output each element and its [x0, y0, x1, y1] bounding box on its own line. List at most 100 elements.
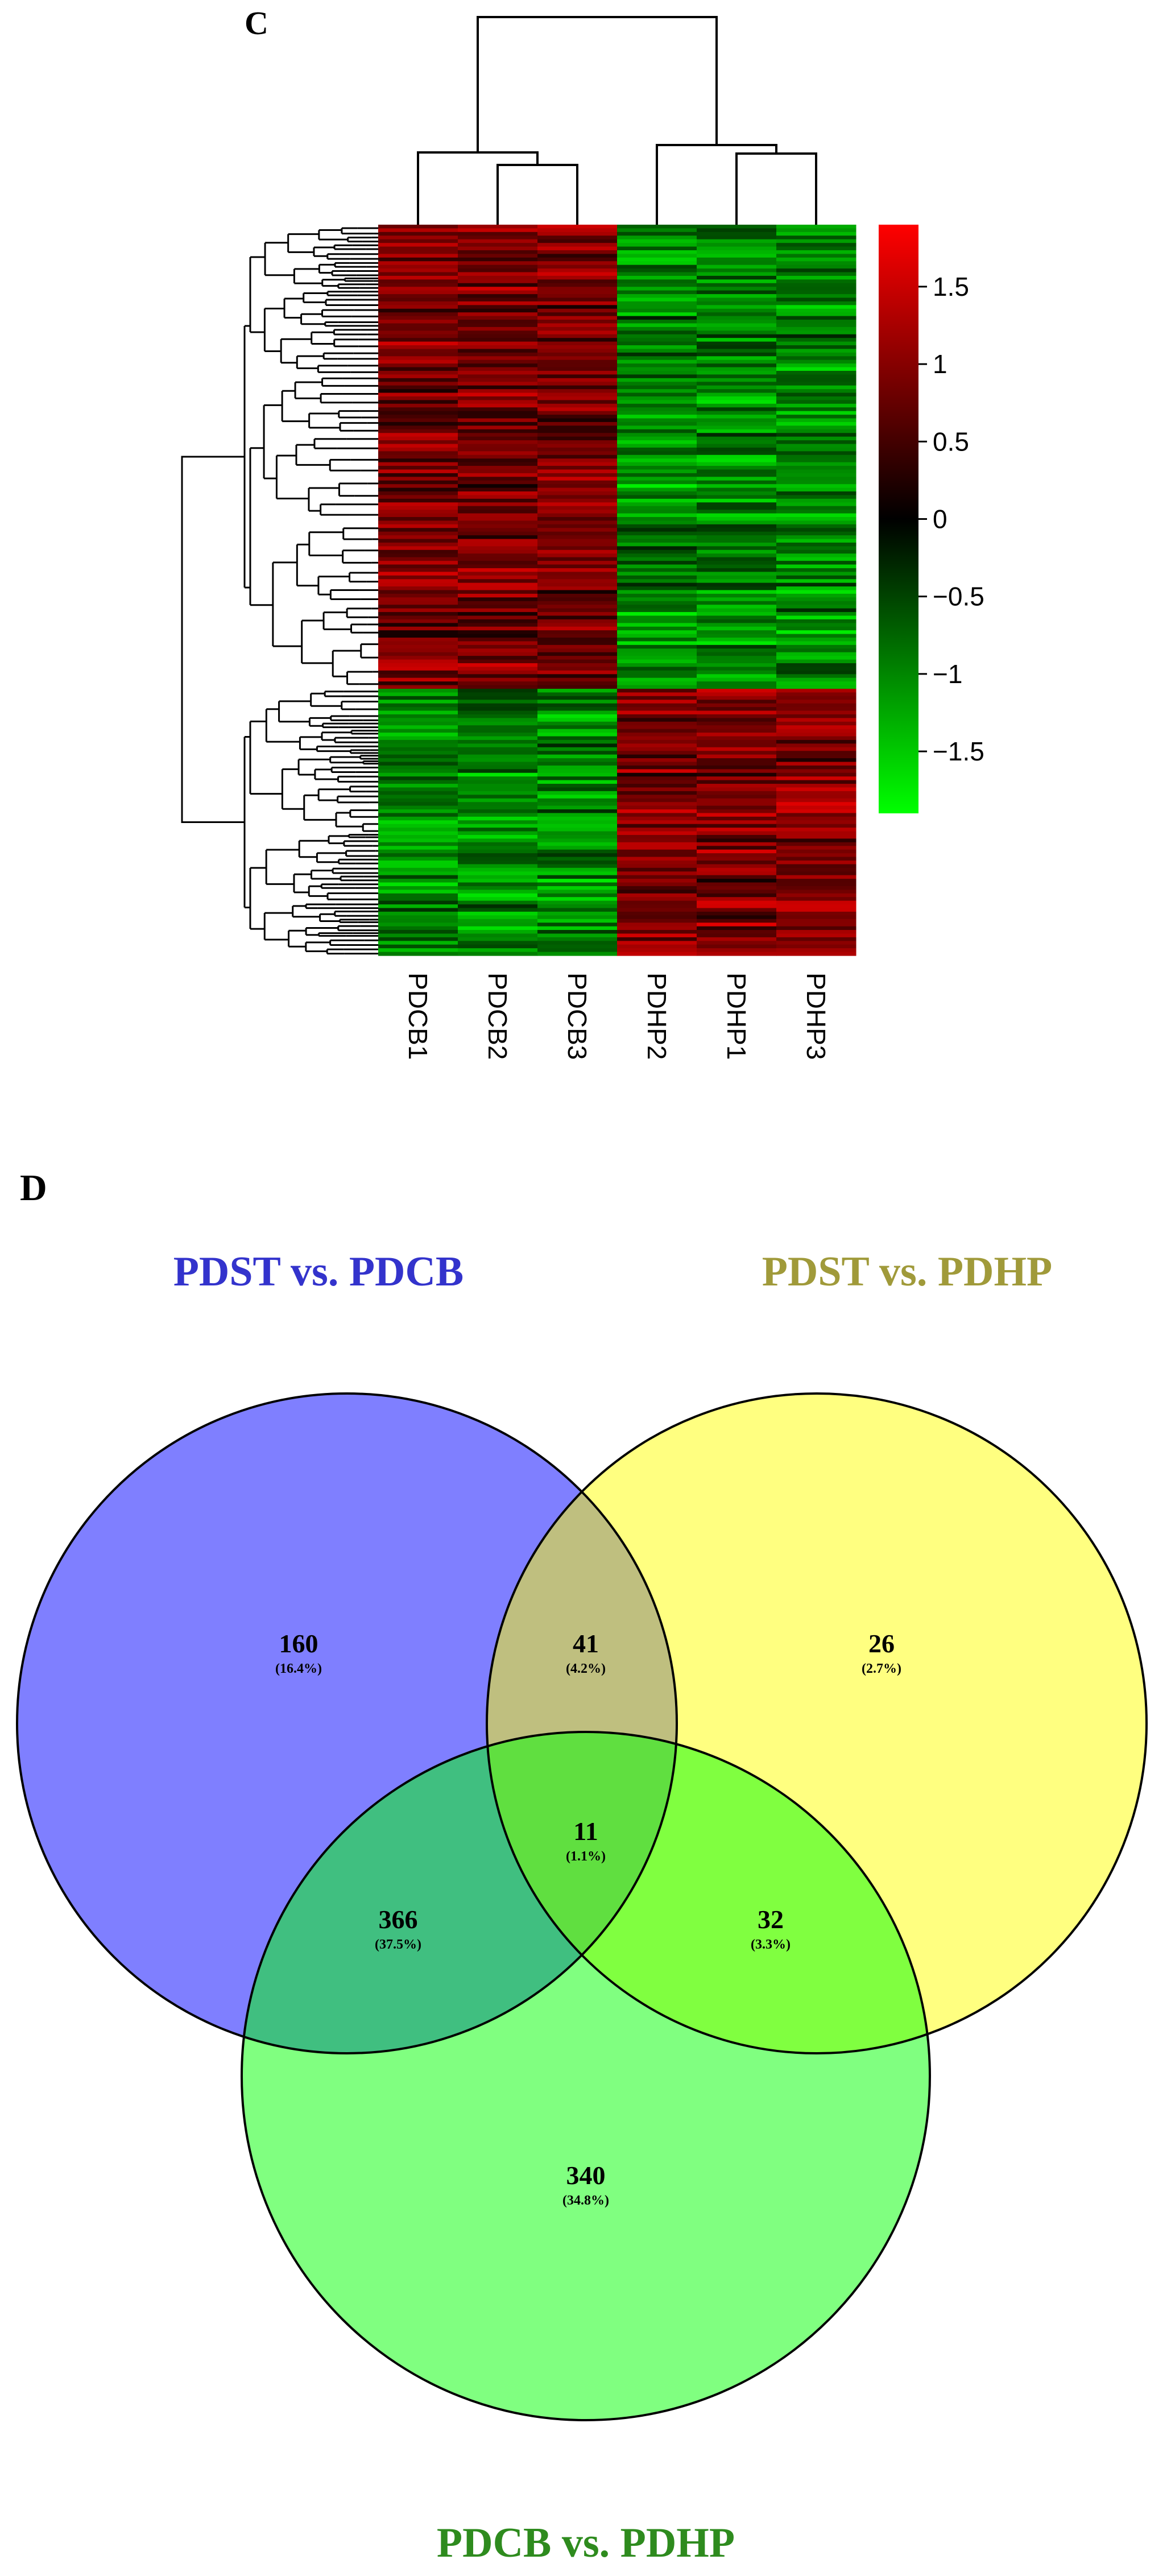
heatmap-cell — [378, 751, 458, 755]
heatmap-cell — [617, 688, 697, 693]
heatmap-cell — [537, 593, 618, 598]
heatmap-cell — [458, 264, 538, 269]
heatmap-cell — [776, 641, 856, 646]
heatmap-cell — [537, 246, 618, 251]
heatmap-cell — [537, 926, 618, 931]
heatmap-cell — [458, 447, 538, 452]
heatmap-cell — [617, 513, 697, 518]
heatmap-cell — [697, 371, 777, 375]
heatmap-cell — [378, 239, 458, 243]
heatmap-cell — [617, 517, 697, 522]
column-label-pdcb2: PDCB2 — [483, 973, 512, 1060]
heatmap-cell — [697, 776, 777, 781]
heatmap-cell — [537, 466, 618, 470]
heatmap-cell — [458, 937, 538, 941]
heatmap-cell — [697, 480, 777, 485]
heatmap-cell — [776, 791, 856, 795]
heatmap-cell — [776, 875, 856, 879]
heatmap-cell — [537, 374, 618, 379]
heatmap-cell — [458, 688, 538, 693]
heatmap-cell — [697, 605, 777, 609]
heatmap-cell — [776, 714, 856, 718]
heatmap-cell — [697, 564, 777, 569]
heatmap-cell — [537, 619, 618, 623]
heatmap-cell — [697, 586, 777, 591]
heatmap-cell — [458, 531, 538, 536]
heatmap-cell — [378, 597, 458, 602]
heatmap-cell — [458, 842, 538, 846]
heatmap-cell — [617, 703, 697, 708]
heatmap-cell — [458, 287, 538, 291]
heatmap-cell — [537, 791, 618, 795]
heatmap-cell — [697, 772, 777, 777]
heatmap-cell — [776, 904, 856, 909]
heatmap-cell — [776, 692, 856, 697]
heatmap-cell — [617, 272, 697, 276]
heatmap-cell — [776, 264, 856, 269]
heatmap-cell — [697, 703, 777, 708]
heatmap-cell — [378, 275, 458, 280]
heatmap-cell — [697, 948, 777, 953]
heatmap-cell — [776, 415, 856, 419]
heatmap-cell — [776, 882, 856, 887]
heatmap-cell — [697, 326, 777, 331]
heatmap-cell — [697, 257, 777, 262]
heatmap-cell — [697, 287, 777, 291]
heatmap-cell — [697, 641, 777, 646]
heatmap-cell — [776, 469, 856, 474]
heatmap-cell — [458, 879, 538, 883]
heatmap-cell — [697, 674, 777, 679]
heatmap-cell — [697, 575, 777, 580]
heatmap-cell — [776, 433, 856, 437]
heatmap-cell — [378, 805, 458, 810]
heatmap-cell — [776, 638, 856, 642]
heatmap-cell — [458, 743, 538, 748]
heatmap-cell — [617, 707, 697, 712]
heatmap-cell — [378, 323, 458, 328]
heatmap-cell — [776, 586, 856, 591]
heatmap-cell — [697, 444, 777, 448]
heatmap-cell — [537, 553, 618, 558]
heatmap-cell — [458, 564, 538, 569]
heatmap-cell — [776, 272, 856, 276]
heatmap-cell — [776, 762, 856, 766]
heatmap-cell — [458, 345, 538, 350]
heatmap-cell — [617, 941, 697, 945]
heatmap-cell — [378, 330, 458, 335]
heatmap-cell — [458, 415, 538, 419]
heatmap-cell — [378, 473, 458, 477]
heatmap-cell — [617, 228, 697, 233]
heatmap-cell — [697, 696, 777, 700]
colorbar-ticks: 1.5 1 0.5 0 −0.5 −1 −1.5 — [918, 272, 984, 766]
heatmap-cell — [617, 268, 697, 273]
heatmap-cell — [617, 948, 697, 953]
heatmap-cell — [697, 751, 777, 755]
heatmap-cell — [537, 802, 618, 807]
panel-c-heatmap: C PDCB1 PDCB2 PDCB3 PDHP2 PDHP1 PDHP3 1.5 1 0.5… — [181, 5, 984, 1060]
heatmap-cell — [697, 663, 777, 668]
heatmap-cell — [458, 425, 538, 430]
heatmap-cell — [458, 641, 538, 646]
heatmap-cell — [537, 371, 618, 375]
heatmap-cell — [617, 305, 697, 309]
venn-set-title-c: PDCB vs. PDHP — [437, 2520, 735, 2566]
heatmap-cell — [776, 710, 856, 715]
heatmap-cell — [537, 710, 618, 715]
heatmap-cell — [458, 838, 538, 843]
heatmap-cell — [537, 326, 618, 331]
heatmap-cell — [537, 451, 618, 456]
heatmap-cell — [458, 491, 538, 496]
column-label-pdhp1: PDHP1 — [722, 973, 751, 1060]
heatmap-cell — [537, 564, 618, 569]
heatmap-cell — [776, 323, 856, 328]
heatmap-cell — [776, 396, 856, 400]
heatmap-cell — [697, 813, 777, 817]
venn-region-b: 26 (2.7%) — [862, 1629, 901, 1676]
heatmap-cell — [776, 944, 856, 949]
heatmap-cell — [458, 758, 538, 763]
heatmap-cell — [776, 688, 856, 693]
heatmap-cell — [537, 411, 618, 415]
heatmap-cell — [697, 765, 777, 770]
heatmap-cell — [776, 834, 856, 839]
heatmap-cell — [458, 860, 538, 865]
